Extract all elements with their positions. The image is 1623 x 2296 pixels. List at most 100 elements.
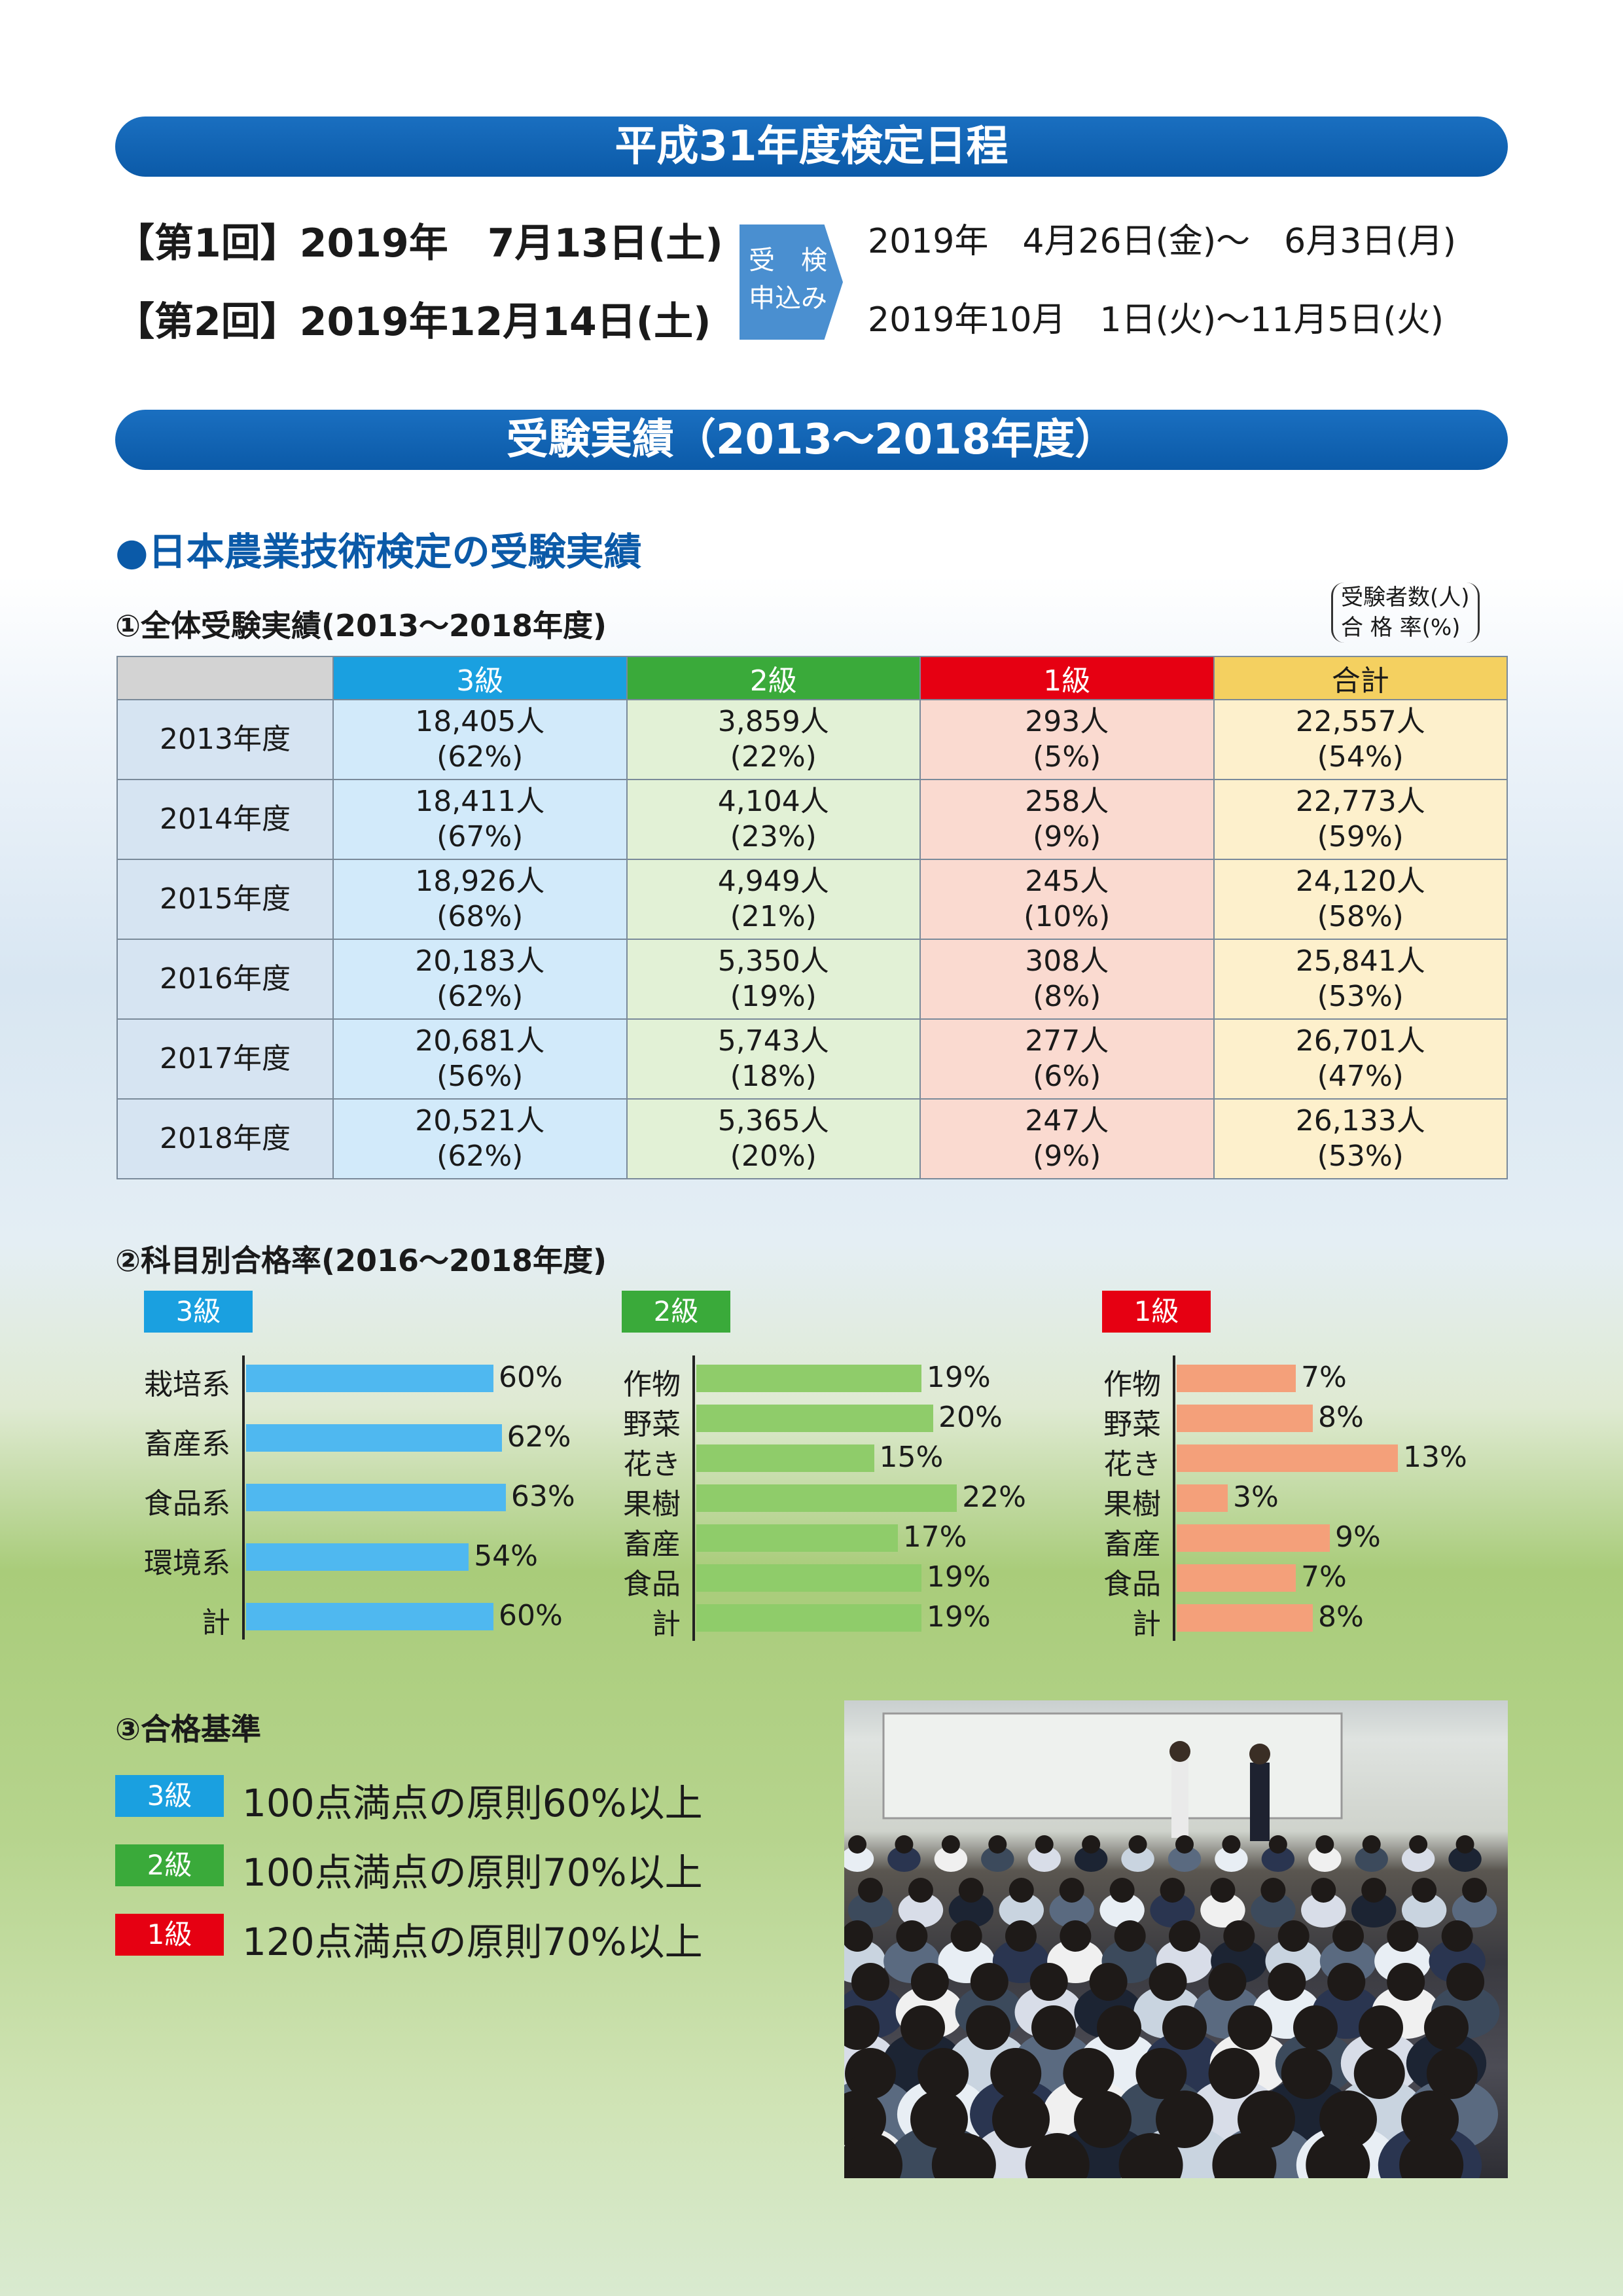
examinee-count: 20,183人 bbox=[415, 944, 545, 978]
student-head bbox=[910, 1963, 949, 2001]
chart-value-label: 3% bbox=[1233, 1480, 1279, 1514]
student-head bbox=[1387, 1920, 1419, 1952]
examinee-count: 25,841人 bbox=[1295, 944, 1425, 978]
grade2-cell: 4,104人 (23%) bbox=[626, 779, 921, 860]
year-label: 2017年度 bbox=[160, 1042, 291, 1075]
student-body bbox=[847, 1892, 893, 1928]
chart-bar bbox=[246, 1484, 506, 1511]
pass-rate: (67%) bbox=[437, 820, 524, 853]
header-total: 合計 bbox=[1213, 656, 1508, 700]
student-head bbox=[1156, 2090, 1213, 2148]
total-cell: 22,557人 (54%) bbox=[1213, 699, 1508, 780]
exam-room-photo bbox=[844, 1700, 1508, 2178]
student-head bbox=[1223, 1920, 1255, 1952]
student-head bbox=[1128, 1835, 1147, 1854]
student-head bbox=[950, 1920, 982, 1952]
chart-category-label: 畜産 bbox=[623, 1528, 681, 1561]
student-head bbox=[1277, 1920, 1310, 1952]
chart-category-label: 環境系 bbox=[144, 1547, 230, 1580]
examinee-count: 247人 bbox=[1025, 1104, 1109, 1138]
pass-rate: (9%) bbox=[1033, 1139, 1101, 1173]
student-head bbox=[844, 1920, 873, 1952]
chart-value-label: 8% bbox=[1318, 1401, 1364, 1434]
total-cell: 26,701人 (47%) bbox=[1213, 1018, 1508, 1100]
chart-value-label: 19% bbox=[926, 1560, 991, 1594]
chart-category-label: 食品 bbox=[623, 1568, 681, 1601]
student-head bbox=[1228, 2005, 1272, 2050]
header-grade1: 1級 bbox=[919, 656, 1215, 700]
grade3-cell: 18,405人 (62%) bbox=[332, 699, 628, 780]
year-cell: 2016年度 bbox=[116, 939, 334, 1020]
pass-rate: (47%) bbox=[1317, 1060, 1404, 1093]
examinee-count: 22,773人 bbox=[1295, 785, 1425, 818]
year-cell: 2014年度 bbox=[116, 779, 334, 860]
chart-bar bbox=[1177, 1604, 1313, 1632]
apply-label-2: 申込み bbox=[749, 283, 827, 314]
chart-value-label: 19% bbox=[926, 1361, 991, 1394]
examinee-count: 20,681人 bbox=[415, 1024, 545, 1058]
header-blank bbox=[116, 656, 334, 700]
student-head bbox=[1114, 1920, 1146, 1952]
student-body bbox=[1099, 1892, 1145, 1928]
student-head bbox=[910, 2090, 968, 2148]
student-head bbox=[1359, 2005, 1403, 2050]
student-head bbox=[1306, 2133, 1370, 2178]
chart-category-label: 計 bbox=[202, 1606, 230, 1640]
student-head bbox=[901, 2005, 945, 2050]
grade3-cell: 18,926人 (68%) bbox=[332, 859, 628, 940]
examinee-count: 4,949人 bbox=[717, 865, 829, 898]
chart-bar bbox=[1177, 1524, 1330, 1552]
year-cell: 2013年度 bbox=[116, 699, 334, 780]
schedule-round2: 【第2回】2019年12月14日(土) bbox=[115, 299, 711, 345]
examinee-count: 245人 bbox=[1025, 865, 1109, 898]
grade1-cell: 247人 (9%) bbox=[919, 1098, 1215, 1179]
examinee-count: 258人 bbox=[1025, 785, 1109, 818]
student-head bbox=[1327, 1963, 1366, 2001]
student-head bbox=[1074, 2090, 1132, 2148]
pass-rate: (53%) bbox=[1317, 1139, 1404, 1173]
student-head bbox=[1097, 2005, 1141, 2050]
student-head bbox=[1082, 1835, 1101, 1854]
student-head bbox=[1238, 2090, 1295, 2148]
student-head bbox=[1118, 2133, 1183, 2178]
student-head bbox=[931, 2133, 996, 2178]
chart-bar bbox=[1177, 1564, 1296, 1592]
student-head bbox=[1059, 1878, 1084, 1903]
student-head bbox=[1455, 1835, 1474, 1854]
pass-rate: (5%) bbox=[1033, 740, 1101, 774]
pass-rate: (20%) bbox=[730, 1139, 817, 1173]
student-head bbox=[1361, 1878, 1387, 1903]
student-head bbox=[1035, 1835, 1054, 1854]
chart-value-label: 62% bbox=[507, 1420, 571, 1454]
chart-axis bbox=[1173, 1355, 1175, 1641]
chart-bar bbox=[246, 1365, 493, 1392]
chart-axis bbox=[242, 1355, 245, 1640]
total-cell: 25,841人 (53%) bbox=[1213, 939, 1508, 1020]
student-body bbox=[844, 1846, 874, 1872]
apply-arrow: 受 検 申込み bbox=[740, 224, 843, 340]
chart-value-label: 13% bbox=[1403, 1441, 1467, 1474]
grade2-cell: 5,350人 (19%) bbox=[626, 939, 921, 1020]
chart-bar bbox=[1177, 1365, 1296, 1392]
schedule-round1: 【第1回】2019年 7月13日(土) bbox=[115, 221, 723, 266]
examinee-count: 3,859人 bbox=[717, 705, 829, 738]
pass-rate: (56%) bbox=[437, 1060, 524, 1093]
student-body bbox=[1049, 1892, 1094, 1928]
schedule-banner: 平成31年度検定日程 bbox=[115, 117, 1508, 177]
apply-label-1: 受 検 bbox=[749, 245, 827, 276]
student-body bbox=[934, 1846, 968, 1872]
student-body bbox=[1301, 1892, 1346, 1928]
chart-category-label: 野菜 bbox=[1103, 1408, 1161, 1441]
student-head bbox=[1426, 2048, 1478, 2099]
student-head bbox=[848, 1835, 866, 1854]
table-row: 2013年度 18,405人 (62%) 3,859人 (22%) 293人 (5%) 22,… bbox=[116, 699, 1508, 780]
student-body bbox=[1168, 1846, 1202, 1872]
student-head bbox=[1315, 1835, 1334, 1854]
year-label: 2014年度 bbox=[160, 802, 291, 836]
student-body bbox=[1121, 1846, 1154, 1872]
student-body bbox=[887, 1846, 921, 1872]
chart-bar bbox=[246, 1543, 469, 1571]
examinee-count: 4,104人 bbox=[717, 785, 829, 818]
pass-rate: (6%) bbox=[1033, 1060, 1101, 1093]
chart-value-label: 7% bbox=[1301, 1361, 1347, 1394]
